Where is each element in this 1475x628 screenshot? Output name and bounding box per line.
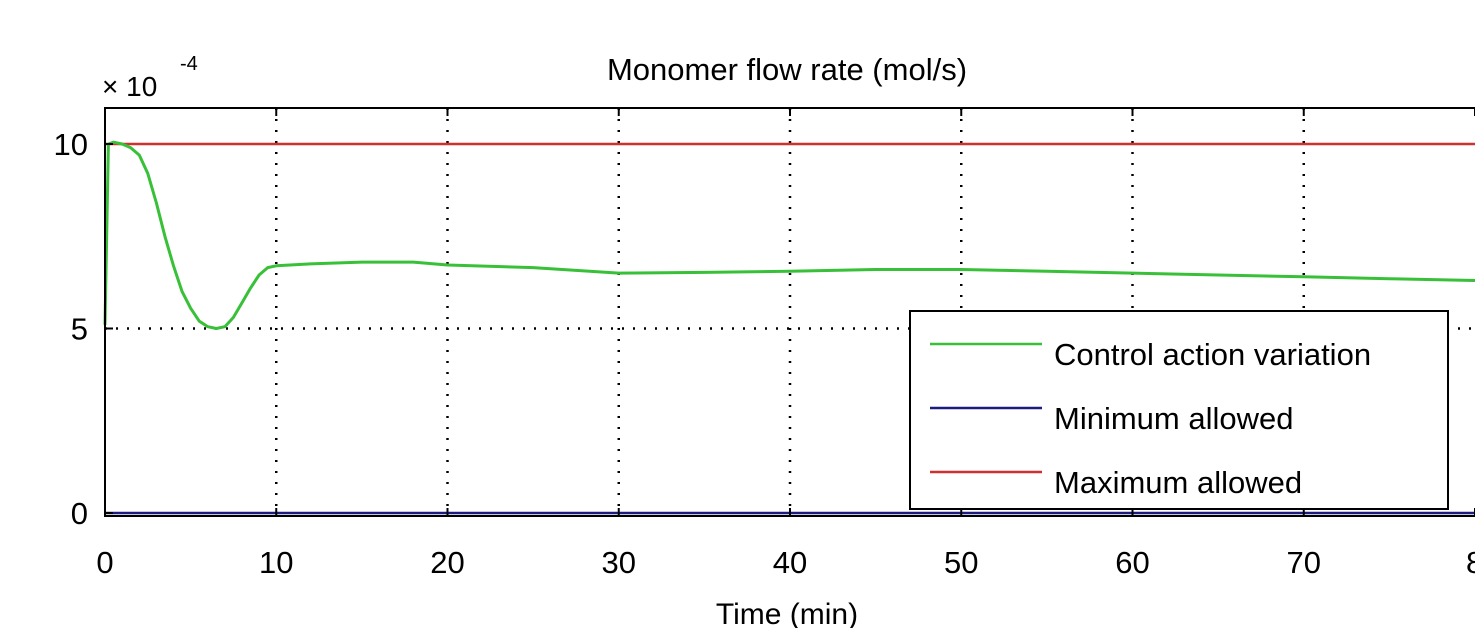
x-tick-label: 8 xyxy=(1466,545,1475,580)
x-tick-label: 30 xyxy=(602,545,636,580)
legend-label-control-action-variation: Control action variation xyxy=(1054,337,1371,372)
chart-title: Monomer flow rate (mol/s) xyxy=(607,52,967,87)
grid xyxy=(105,108,1475,516)
legend: Control action variation Minimum allowed M… xyxy=(909,310,1449,510)
x-tick-label: 60 xyxy=(1115,545,1149,580)
series-line-control-action-variation xyxy=(103,140,1475,330)
x-tick-label: 20 xyxy=(430,545,464,580)
legend-label-maximum-allowed: Maximum allowed xyxy=(1054,465,1302,500)
y-multiplier-exponent: -4 xyxy=(180,53,198,75)
x-tick-label: 10 xyxy=(259,545,293,580)
y-tick-label: 5 xyxy=(71,312,88,347)
y-multiplier-base: × 10 xyxy=(102,71,157,102)
x-tick-label: 0 xyxy=(96,545,113,580)
legend-label-minimum-allowed: Minimum allowed xyxy=(1054,401,1293,436)
x-tick-label: 40 xyxy=(773,545,807,580)
x-tick-label: 70 xyxy=(1287,545,1321,580)
x-axis-label: Time (min) xyxy=(716,598,858,628)
y-tick-label: 0 xyxy=(71,496,88,531)
x-tick-label: 50 xyxy=(944,545,978,580)
y-tick-label: 10 xyxy=(54,127,88,162)
y-multiplier: × 10 -4 xyxy=(102,53,198,102)
